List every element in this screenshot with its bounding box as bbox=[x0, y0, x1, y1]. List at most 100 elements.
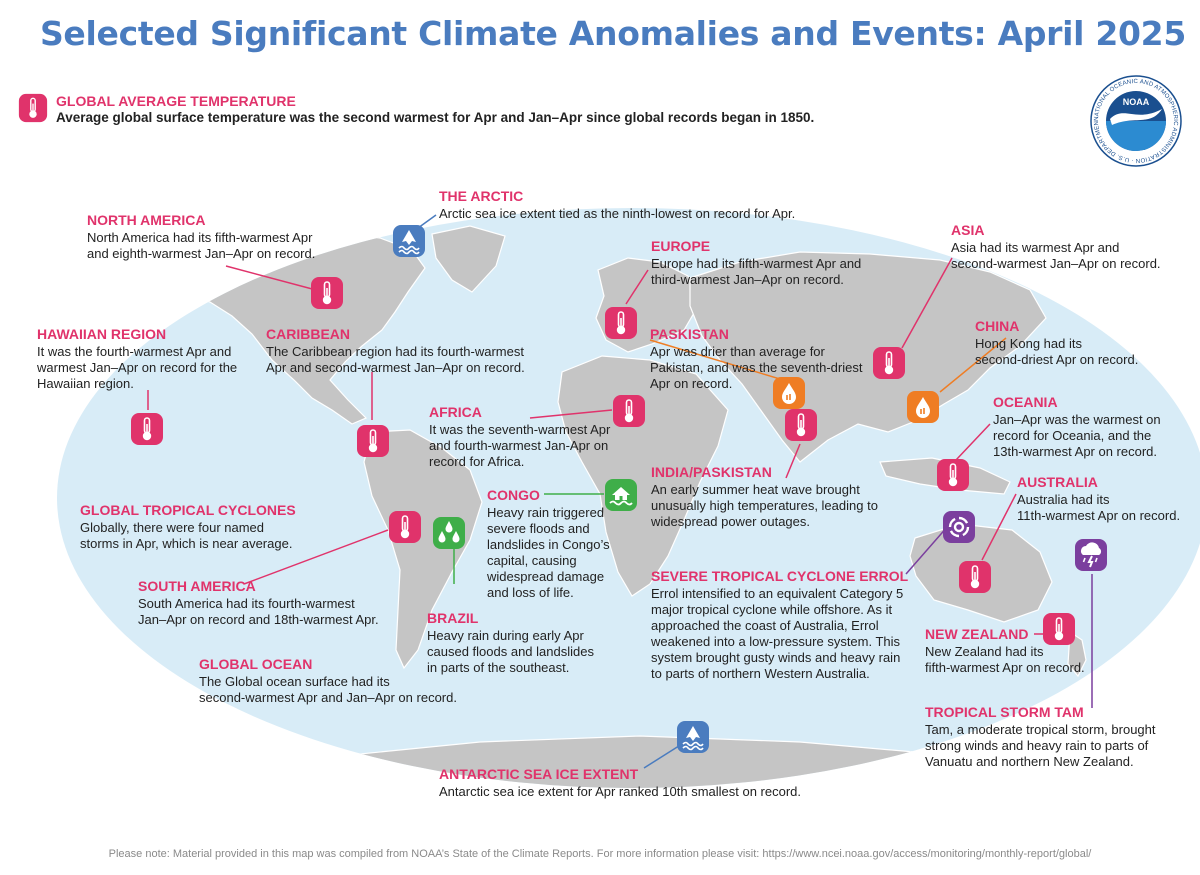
north-america-thermometer-icon bbox=[310, 276, 344, 310]
event-line: It was the seventh-warmest Apr bbox=[429, 422, 611, 437]
event-line: strong winds and heavy rain to parts of bbox=[925, 738, 1149, 753]
event-line: It was the fourth-warmest Apr and bbox=[37, 344, 232, 359]
event-india-paskistan: INDIA/PASKISTAN An early summer heat wav… bbox=[651, 464, 878, 530]
noaa-wordmark: NOAA bbox=[1123, 97, 1150, 107]
event-line: second-warmest Apr and Jan–Apr on record… bbox=[199, 690, 457, 705]
caribbean-thermometer-icon bbox=[356, 424, 390, 458]
event-line: and loss of life. bbox=[487, 585, 574, 600]
event-line: Antarctic sea ice extent for Apr ranked … bbox=[439, 784, 802, 799]
event-heading: GLOBAL OCEAN bbox=[199, 656, 313, 672]
new-zealand-land bbox=[1067, 630, 1087, 678]
event-line: weakened into a low-pressure system. Thi… bbox=[651, 634, 901, 649]
event-line: Apr and second-warmest Jan–Apr on record… bbox=[266, 360, 525, 375]
event-australia: AUSTRALIA Australia had its 11th-warmest… bbox=[1017, 474, 1180, 524]
event-line: record for Oceania, and the bbox=[993, 428, 1152, 443]
event-brazil: BRAZIL Heavy rain during early Apr cause… bbox=[427, 610, 594, 676]
hawaiian-thermometer-icon bbox=[130, 412, 164, 446]
event-line: severe floods and bbox=[487, 521, 590, 536]
event-paskistan: PASKISTAN Apr was drier than average for… bbox=[650, 326, 862, 392]
event-line: Asia had its warmest Apr and bbox=[951, 240, 1120, 255]
event-antarctic: ANTARCTIC SEA ICE EXTENT Antarctic sea i… bbox=[439, 766, 801, 800]
event-south-america: SOUTH AMERICA South America had its four… bbox=[138, 578, 379, 628]
event-line: Heavy rain during early Apr bbox=[427, 628, 584, 643]
event-line: 13th-warmest Apr on record. bbox=[993, 444, 1158, 459]
event-tam: TROPICAL STORM TAM Tam, a moderate tropi… bbox=[925, 704, 1156, 770]
event-line: An early summer heat wave brought bbox=[651, 482, 860, 497]
event-line: Arctic sea ice extent tied as the ninth-… bbox=[439, 206, 796, 221]
event-global-ocean: GLOBAL OCEAN The Global ocean surface ha… bbox=[199, 656, 457, 706]
event-tropical-cyclones: GLOBAL TROPICAL CYCLONES Globally, there… bbox=[80, 502, 296, 552]
leader-europe bbox=[625, 269, 649, 305]
leader-errol bbox=[905, 525, 949, 575]
event-heading: EUROPE bbox=[651, 238, 711, 254]
event-line: Apr on record. bbox=[650, 376, 733, 391]
event-line: Pakistan, and was the seventh-driest bbox=[650, 360, 863, 375]
china-drought-icon bbox=[906, 390, 940, 424]
antarctic-sea-ice-icon bbox=[676, 720, 710, 754]
event-line: widespread damage bbox=[487, 569, 605, 584]
event-line: warmest Jan–Apr on record for the bbox=[37, 360, 238, 375]
global-temperature-text: Average global surface temperature was t… bbox=[56, 110, 815, 125]
event-heading: NEW ZEALAND bbox=[925, 626, 1029, 642]
errol-cyclone-icon bbox=[942, 510, 976, 544]
global-temperature-heading: GLOBAL AVERAGE TEMPERATURE bbox=[56, 93, 296, 109]
event-north-america: NORTH AMERICA North America had its fift… bbox=[87, 212, 315, 262]
leader-antarctic bbox=[643, 743, 683, 769]
event-heading: ASIA bbox=[951, 222, 985, 238]
event-line: The Caribbean region had its fourth-warm… bbox=[266, 344, 524, 359]
event-heading: GLOBAL TROPICAL CYCLONES bbox=[80, 502, 296, 518]
event-heading: CARIBBEAN bbox=[266, 326, 350, 342]
event-heading: BRAZIL bbox=[427, 610, 479, 626]
tam-storm-icon bbox=[1074, 538, 1108, 572]
event-line: Jan–Apr on record and 18th-warmest Apr. bbox=[138, 612, 379, 627]
leader-africa bbox=[529, 409, 613, 419]
event-line: second-warmest Jan–Apr on record. bbox=[951, 256, 1161, 271]
event-line: Apr was drier than average for bbox=[650, 344, 825, 359]
leader-north-america bbox=[225, 265, 317, 291]
event-line: widespread power outages. bbox=[651, 514, 810, 529]
asia-thermometer-icon bbox=[872, 346, 906, 380]
australia-thermometer-icon bbox=[958, 560, 992, 594]
event-europe: EUROPE Europe had its fifth-warmest Apr … bbox=[651, 238, 861, 288]
leader-south-america bbox=[243, 529, 389, 585]
event-china: CHINA Hong Kong had its second-driest Ap… bbox=[975, 318, 1138, 368]
event-heading: INDIA/PASKISTAN bbox=[651, 464, 772, 480]
event-line: system brought gusty winds and heavy rai… bbox=[651, 650, 901, 665]
event-line: unusually high temperatures, leading to bbox=[651, 498, 878, 513]
event-congo: CONGO Heavy rain triggered severe floods… bbox=[487, 487, 610, 601]
event-line: Heavy rain triggered bbox=[487, 505, 605, 520]
event-heading: CHINA bbox=[975, 318, 1020, 334]
africa-land bbox=[557, 355, 729, 597]
event-line: Hong Kong had its bbox=[975, 336, 1082, 351]
event-line: third-warmest Jan–Apr on record. bbox=[651, 272, 844, 287]
event-line: caused floods and landslides bbox=[427, 644, 594, 659]
event-line: major tropical cyclone while offshore. A… bbox=[651, 602, 893, 617]
event-line: Globally, there were four named bbox=[80, 520, 265, 535]
event-heading: CONGO bbox=[487, 487, 540, 503]
event-heading: SOUTH AMERICA bbox=[138, 578, 256, 594]
event-heading: AFRICA bbox=[429, 404, 482, 420]
leader-oceania bbox=[955, 423, 991, 461]
greenland-land bbox=[431, 225, 506, 293]
event-line: Vanuatu and northern New Zealand. bbox=[925, 754, 1134, 769]
leader-china bbox=[939, 337, 1007, 393]
noaa-logo: NATIONAL OCEANIC AND ATMOSPHERIC ADMINIS… bbox=[1090, 75, 1182, 167]
event-line: approached the coast of Australia, Errol bbox=[651, 618, 879, 633]
event-line: in parts of the southeast. bbox=[427, 660, 570, 675]
event-oceania: OCEANIA Jan–Apr was the warmest on recor… bbox=[993, 394, 1161, 460]
footer-note: Please note: Material provided in this m… bbox=[108, 848, 1092, 860]
leader-asia bbox=[901, 257, 953, 349]
event-line: North America had its fifth-warmest Apr bbox=[87, 230, 313, 245]
event-line: landslides in Congo’s bbox=[487, 537, 610, 552]
event-asia: ASIA Asia had its warmest Apr and second… bbox=[951, 222, 1161, 272]
event-line: The Global ocean surface had its bbox=[199, 674, 390, 689]
oceania-thermometer-icon bbox=[936, 458, 970, 492]
event-heading: AUSTRALIA bbox=[1017, 474, 1098, 490]
africa-thermometer-icon bbox=[612, 394, 646, 428]
event-line: storms in Apr, which is near average. bbox=[80, 536, 293, 551]
page-title: Selected Significant Climate Anomalies a… bbox=[39, 14, 1186, 53]
event-hawaiian: HAWAIIAN REGION It was the fourth-warmes… bbox=[37, 326, 237, 392]
event-africa: AFRICA It was the seventh-warmest Apr an… bbox=[429, 404, 610, 470]
leader-australia bbox=[981, 493, 1017, 561]
event-caribbean: CARIBBEAN The Caribbean region had its f… bbox=[266, 326, 525, 376]
